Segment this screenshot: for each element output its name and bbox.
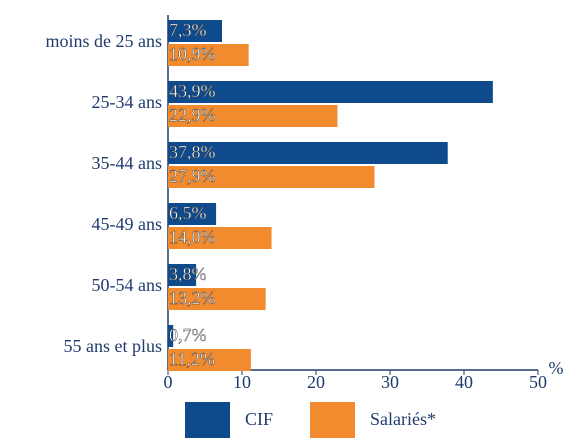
bar — [168, 203, 217, 225]
data-label: 37,8% — [169, 142, 216, 162]
data-label: 22,9% — [169, 105, 216, 125]
bar — [168, 349, 251, 371]
bar — [168, 81, 493, 103]
data-label: 43,9% — [169, 81, 216, 101]
bar — [168, 142, 448, 164]
x-tick-label: 10 — [233, 372, 251, 392]
bar — [168, 227, 272, 249]
x-tick-label: 20 — [307, 372, 325, 392]
legend-swatch — [310, 402, 355, 438]
data-label: 0,7% — [169, 325, 207, 345]
bar — [168, 20, 223, 42]
data-label: 11,2% — [169, 349, 215, 369]
y-tick-label: 50-54 ans — [92, 275, 163, 295]
x-tick-label: 40 — [455, 372, 473, 392]
x-axis-label: % — [549, 358, 564, 378]
x-tick-label: 50 — [529, 372, 547, 392]
legend-swatch — [185, 402, 230, 438]
data-label: 27,9% — [169, 166, 216, 186]
y-tick-label: 25-34 ans — [92, 92, 163, 112]
bar — [168, 288, 266, 310]
data-label: 10,9% — [169, 44, 216, 64]
bar — [168, 166, 375, 188]
legend-label: CIF — [245, 409, 273, 429]
x-tick-label: 0 — [164, 372, 173, 392]
x-tick-label: 30 — [381, 372, 399, 392]
data-label: 14,0% — [169, 227, 216, 247]
data-label: 3,8% — [169, 264, 207, 284]
bar — [168, 325, 174, 347]
y-tick-label: 45-49 ans — [92, 214, 163, 234]
data-label: 6,5% — [169, 203, 207, 223]
y-tick-label: moins de 25 ans — [46, 31, 163, 51]
bar — [168, 105, 338, 127]
data-label: 7,3% — [169, 20, 207, 40]
y-tick-label: 35-44 ans — [92, 153, 163, 173]
bar — [168, 44, 249, 66]
data-label: 13,2% — [169, 288, 216, 308]
bar — [168, 264, 197, 286]
legend-label: Salariés* — [370, 409, 436, 429]
y-tick-label: 55 ans et plus — [64, 336, 163, 356]
